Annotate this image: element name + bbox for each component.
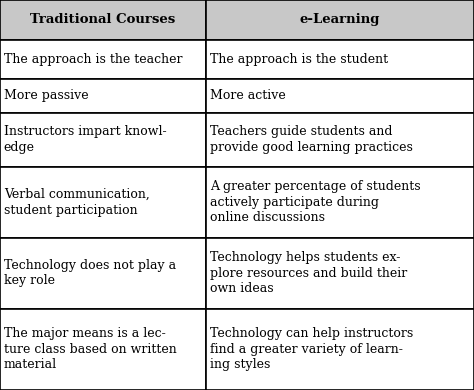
Bar (206, 79, 474, 113)
Bar (206, 167, 474, 238)
Text: More active: More active (210, 89, 286, 103)
Text: The major means is a lec-
ture class based on written
material: The major means is a lec- ture class bas… (4, 327, 176, 371)
Bar (0, 238, 206, 308)
Bar (0, 308, 206, 390)
Text: Instructors impart knowl-
edge: Instructors impart knowl- edge (4, 126, 166, 154)
Text: The approach is the teacher: The approach is the teacher (4, 53, 182, 66)
Text: More passive: More passive (4, 89, 89, 103)
Bar (0, 40, 206, 79)
Bar (206, 308, 474, 390)
Bar (206, 113, 474, 167)
Text: A greater percentage of students
actively participate during
online discussions: A greater percentage of students activel… (210, 180, 420, 224)
Text: The approach is the student: The approach is the student (210, 53, 388, 66)
Bar (206, 0, 474, 40)
Bar (0, 0, 206, 40)
Bar (206, 40, 474, 79)
Text: Verbal communication,
student participation: Verbal communication, student participat… (4, 188, 149, 216)
Text: Teachers guide students and
provide good learning practices: Teachers guide students and provide good… (210, 126, 413, 154)
Text: e-Learning: e-Learning (300, 13, 380, 26)
Text: Technology helps students ex-
plore resources and build their
own ideas: Technology helps students ex- plore reso… (210, 251, 407, 295)
Bar (206, 238, 474, 308)
Text: Technology can help instructors
find a greater variety of learn-
ing styles: Technology can help instructors find a g… (210, 327, 413, 371)
Text: Traditional Courses: Traditional Courses (30, 13, 176, 26)
Bar (0, 79, 206, 113)
Bar (0, 113, 206, 167)
Text: Technology does not play a
key role: Technology does not play a key role (4, 259, 176, 287)
Bar (0, 167, 206, 238)
